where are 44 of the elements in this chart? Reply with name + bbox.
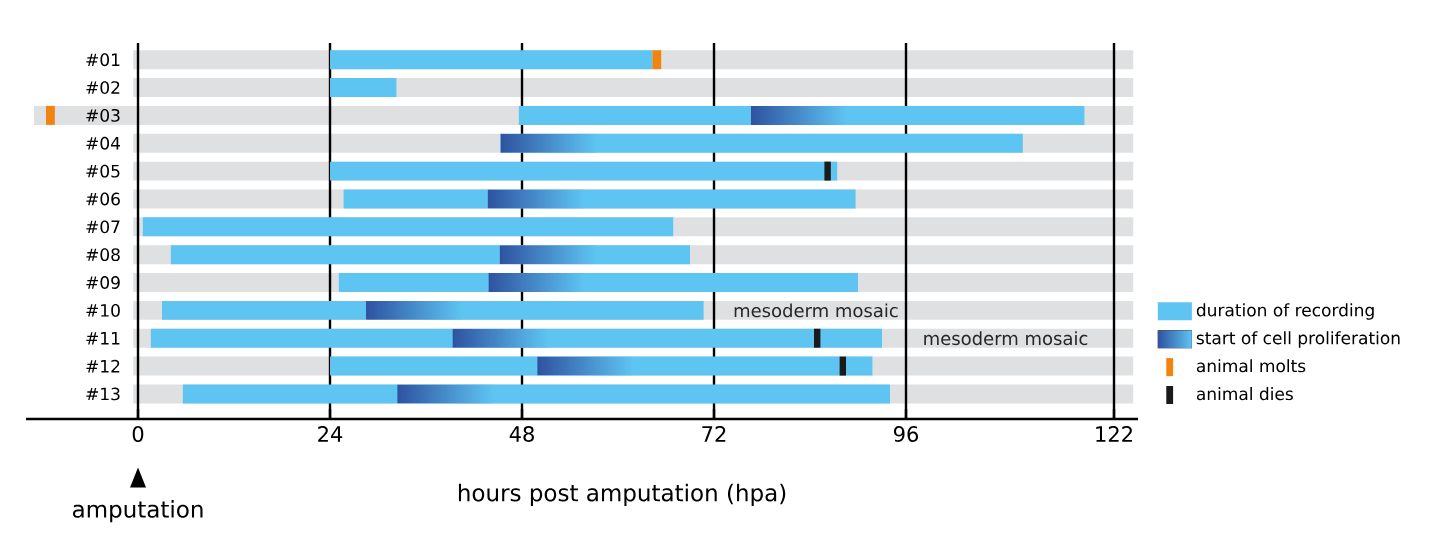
bar <box>330 78 397 98</box>
bar <box>397 384 494 404</box>
y-tick-label: #01 <box>86 53 120 67</box>
legend-label: duration of recording <box>1196 303 1374 320</box>
y-tick-label: #02 <box>86 81 120 94</box>
annotation: mesoderm mosaic <box>924 331 1088 346</box>
y-tick-label: #04 <box>86 136 120 150</box>
y-tick-label: #09 <box>86 276 120 289</box>
legend-label: start of cell proliferation <box>1196 331 1400 348</box>
bar <box>330 161 838 181</box>
bar <box>452 328 549 348</box>
bar <box>824 161 831 181</box>
x-tick-label: 0 <box>132 426 144 442</box>
x-tick-label: 24 <box>318 426 343 442</box>
y-tick-label: #03 <box>86 108 120 122</box>
x-tick-label: 72 <box>702 426 726 442</box>
y-tick-label: #06 <box>86 192 120 206</box>
bar <box>500 133 597 153</box>
legend-label: animal molts <box>1196 359 1306 373</box>
bar <box>499 245 596 265</box>
bar <box>839 356 847 376</box>
bar <box>330 50 653 70</box>
bar <box>814 328 821 348</box>
bar <box>366 300 463 320</box>
bar <box>537 356 634 376</box>
bar <box>133 78 1134 98</box>
annotation: mesoderm mosaic <box>734 303 898 318</box>
text: amputation <box>72 500 203 523</box>
bar <box>142 217 674 237</box>
x-axis-title: hours post amputation (hpa) <box>458 483 786 506</box>
bar <box>652 50 662 70</box>
y-tick-label: #05 <box>86 164 120 178</box>
y-tick-label: #13 <box>86 387 120 401</box>
x-tick-label: 122 <box>1096 426 1132 442</box>
y-tick-label: #08 <box>86 248 120 262</box>
y-tick-label: #10 <box>86 303 120 317</box>
bar <box>487 189 584 209</box>
legend-label: animal dies <box>1196 387 1293 401</box>
y-tick-label: #07 <box>86 220 120 234</box>
y-tick-label: #12 <box>86 359 120 373</box>
x-tick-label: 48 <box>509 426 534 442</box>
bar <box>46 105 55 125</box>
y-tick-label: #11 <box>86 332 120 345</box>
x-tick-label: 96 <box>893 426 919 442</box>
